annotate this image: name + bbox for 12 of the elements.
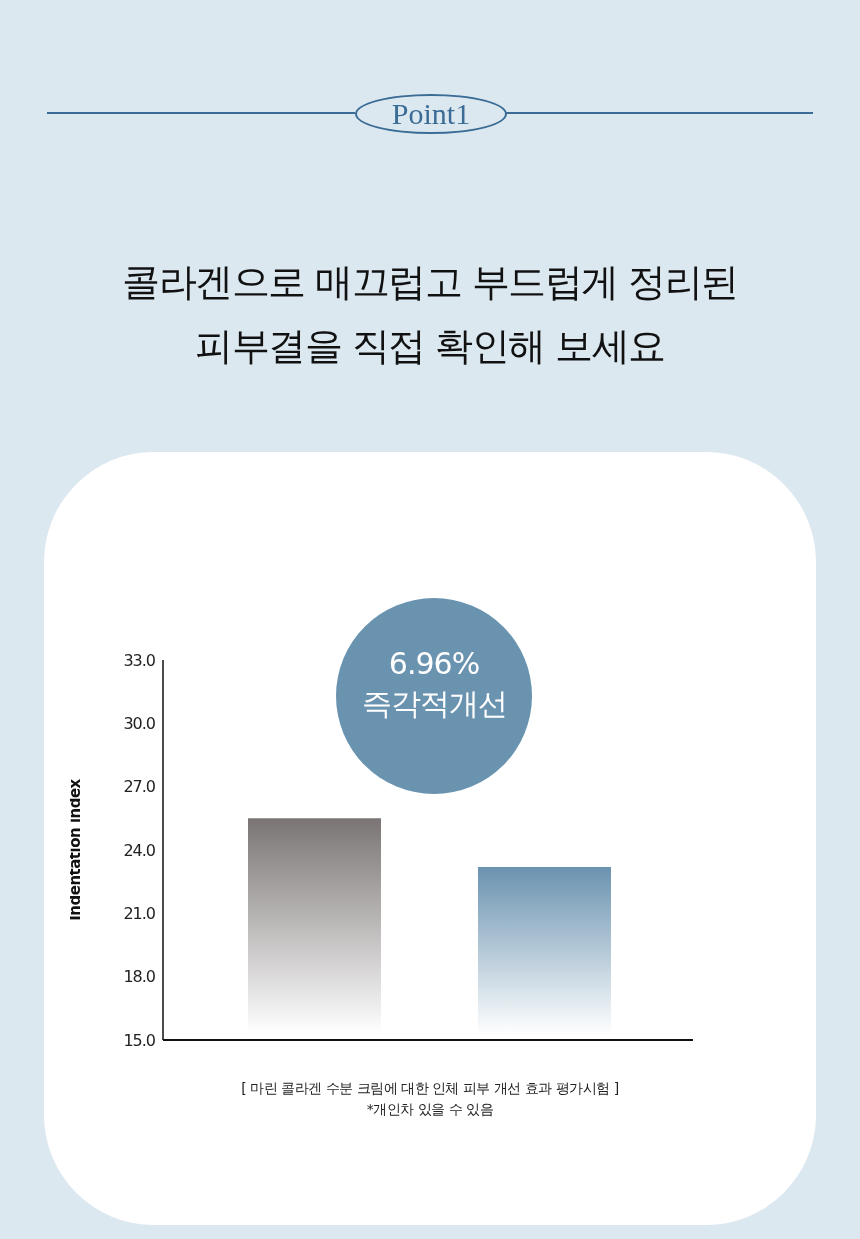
y-tick-label: 24.0	[123, 840, 156, 860]
text: [ 마린 콜라겐 수분 크림에 대한 인체 피부 개선 효과 평가시험 ]	[240, 1079, 620, 1098]
y-tick-label: 15.0	[123, 1030, 156, 1050]
text: *개인차 있을 수 있음	[365, 1100, 495, 1119]
chart-title: 콜라겐으로 매끄럽고 부드럽게 정리된 피부결을 직접 확인해 보세요	[121, 259, 739, 370]
y-tick-label: 33.0	[123, 650, 156, 670]
annotation: 즉각적개선	[360, 685, 508, 723]
y-tick-label: 30.0	[123, 714, 156, 734]
y-tick-label: 21.0	[123, 904, 156, 924]
y-tick-label: 27.0	[123, 777, 156, 797]
y-tick-label: 18.0	[123, 967, 156, 987]
annotation: 6.96%	[387, 645, 481, 683]
